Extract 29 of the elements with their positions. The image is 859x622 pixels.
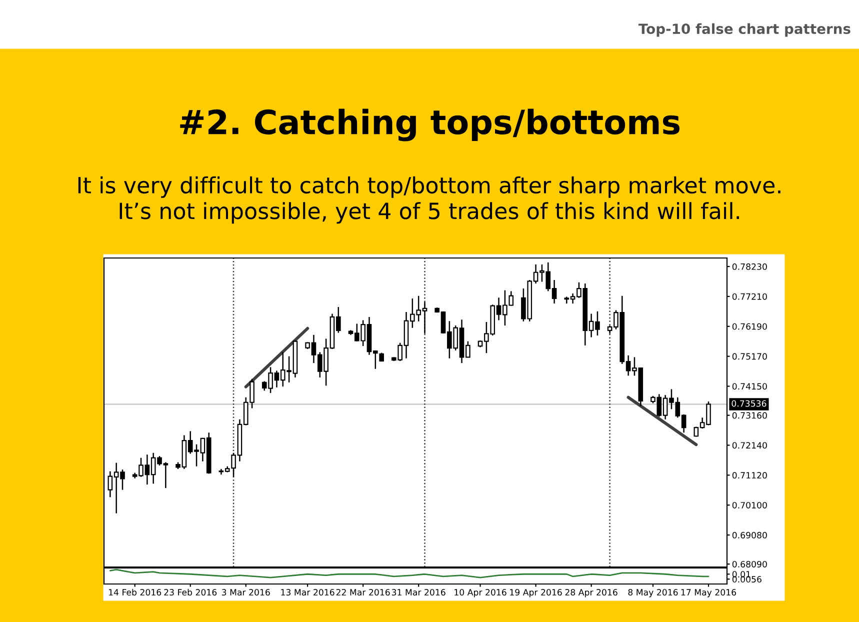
y-tick-label: 0.78230	[732, 263, 767, 270]
y-tick-label: 0.75170	[732, 353, 767, 360]
x-tick-label: 14 Feb 2016	[108, 588, 162, 596]
text: Top-10 false chart patterns	[638, 23, 850, 37]
x-tick-label: 31 Mar 2016	[392, 589, 446, 596]
x-tick-label: 28 Apr 2016	[565, 589, 618, 598]
y-tick-label: 0.77210	[732, 293, 767, 300]
y-tick-label: 0.70100	[732, 502, 767, 508]
x-tick-label: 10 Apr 2016	[454, 589, 506, 598]
ref-line-label: 0.73536	[732, 400, 766, 407]
y-tick-label: 0.01	[732, 571, 750, 578]
y-tick-label: 0.71120	[732, 472, 767, 479]
y-tick-label: 0.69080	[732, 532, 767, 538]
chart-subtitle: It is very difficult to catch top/bottom after sharp market move. It’s not impossible, yet 4 of 5 trades of this kind will fail.	[78, 176, 780, 224]
x-tick-label: 23 Feb 2016	[164, 588, 217, 596]
y-tick-label: 0.76190	[732, 323, 767, 330]
y-tick-label: 0.74150	[732, 383, 767, 390]
x-tick-label: 22 Mar 2016	[336, 589, 390, 596]
line-series	[109, 568, 710, 578]
chart-title: #2. Catching tops/bottoms	[180, 108, 680, 142]
x-tick-label: 3 Mar 2016	[222, 589, 270, 596]
y-tick-label: 0.72140	[732, 442, 767, 449]
y-tick-label: 0.0056	[732, 576, 762, 583]
x-tick-label: 8 May 2016	[628, 589, 678, 598]
x-tick-label: 13 Mar 2016	[281, 589, 334, 596]
x-tick-label: 19 Apr 2016	[510, 589, 562, 598]
x-tick-label: 17 May 2016	[681, 589, 736, 598]
y-tick-label: 0.73160	[732, 412, 767, 419]
y-tick-label: 0.68090	[732, 560, 767, 568]
